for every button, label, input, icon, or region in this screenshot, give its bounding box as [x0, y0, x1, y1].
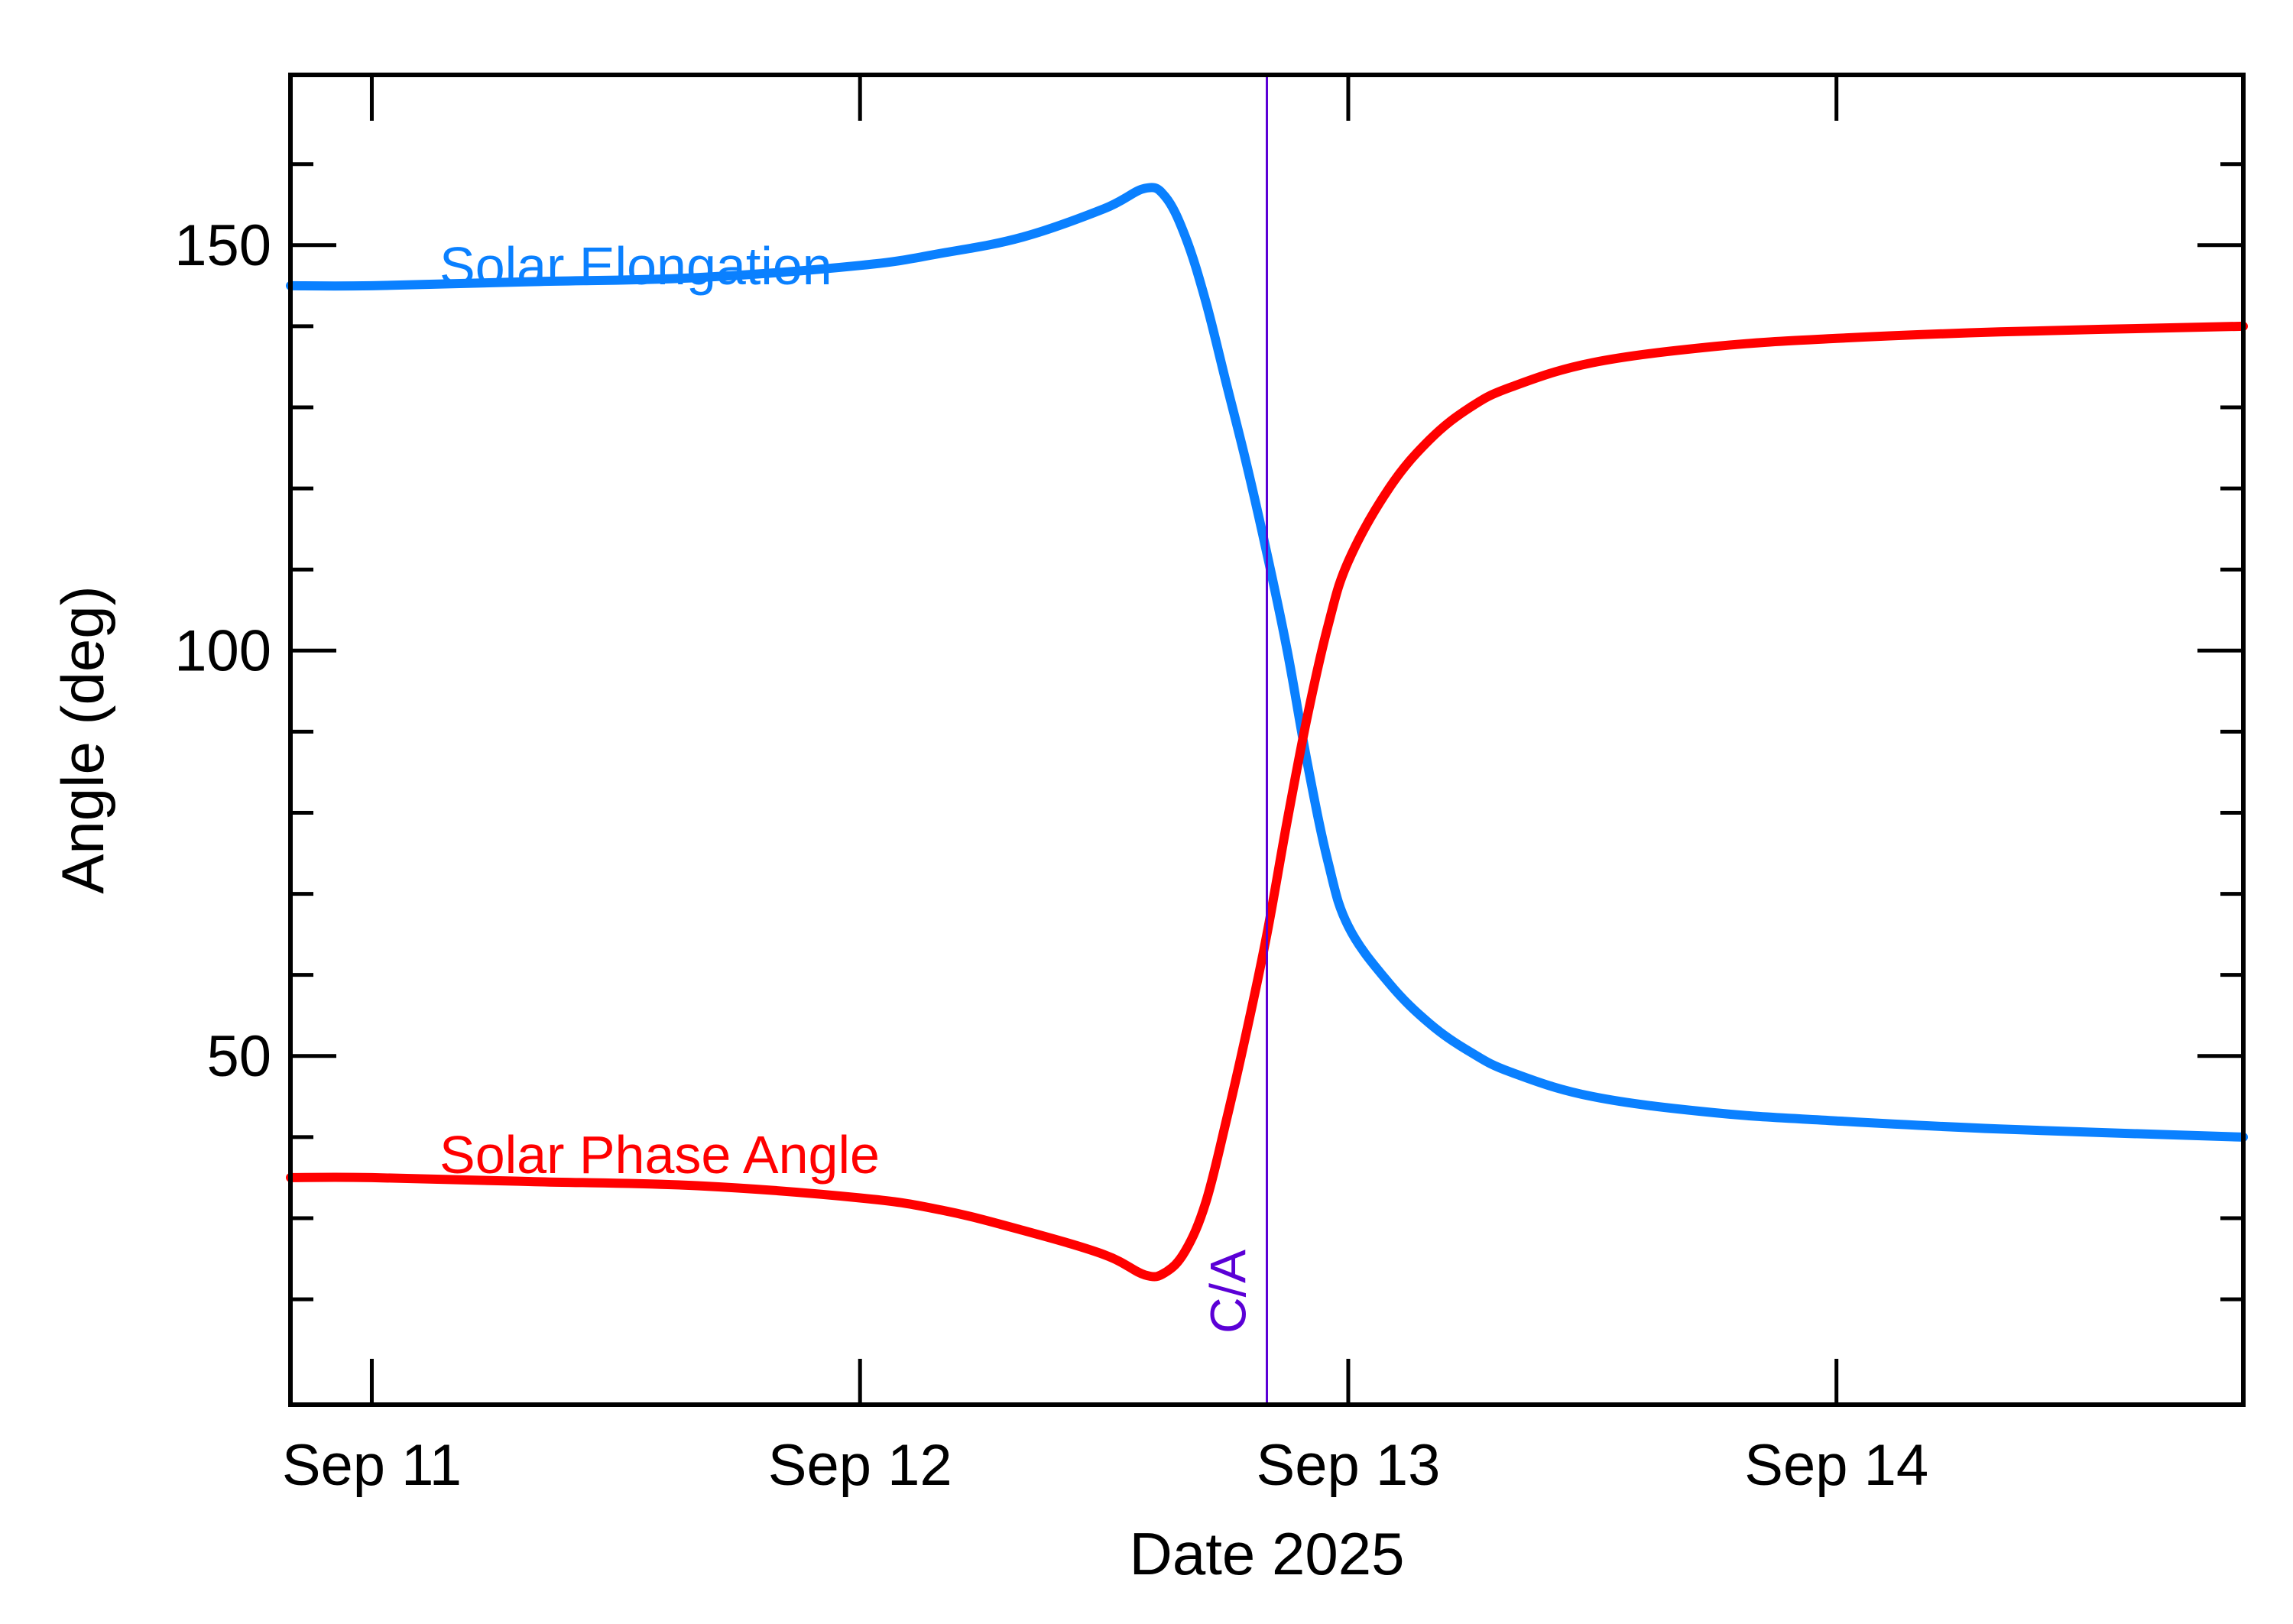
series-label-solar-elongation: Solar Elongation [439, 236, 832, 296]
x-tick-label-1: Sep 12 [768, 1433, 952, 1498]
series-lines [286, 183, 2248, 1282]
series-line-solar-phase-angle [286, 321, 2248, 1282]
series-label-solar-phase-angle: Solar Phase Angle [439, 1125, 880, 1185]
y-axis-title: Angle (deg) [49, 585, 116, 893]
y-tick-label-2: 150 [174, 213, 271, 278]
series-line-solar-elongation [286, 183, 2248, 1142]
y-tick-label-1: 100 [174, 618, 271, 683]
x-tick-label-3: Sep 14 [1744, 1433, 1928, 1498]
x-tick-label-2: Sep 13 [1257, 1433, 1441, 1498]
x-tick-label-0: Sep 11 [282, 1433, 462, 1498]
axes-ticks [290, 75, 2243, 1405]
x-axis-title: Date 2025 [1130, 1520, 1405, 1587]
plot-frame [288, 73, 2246, 1407]
y-tick-label-0: 50 [206, 1024, 271, 1089]
tick-labels: Sep 11 Sep 12 Sep 13 Sep 14 50 100 150 [174, 213, 1928, 1498]
closest-approach-label: C/A [1200, 1250, 1257, 1334]
